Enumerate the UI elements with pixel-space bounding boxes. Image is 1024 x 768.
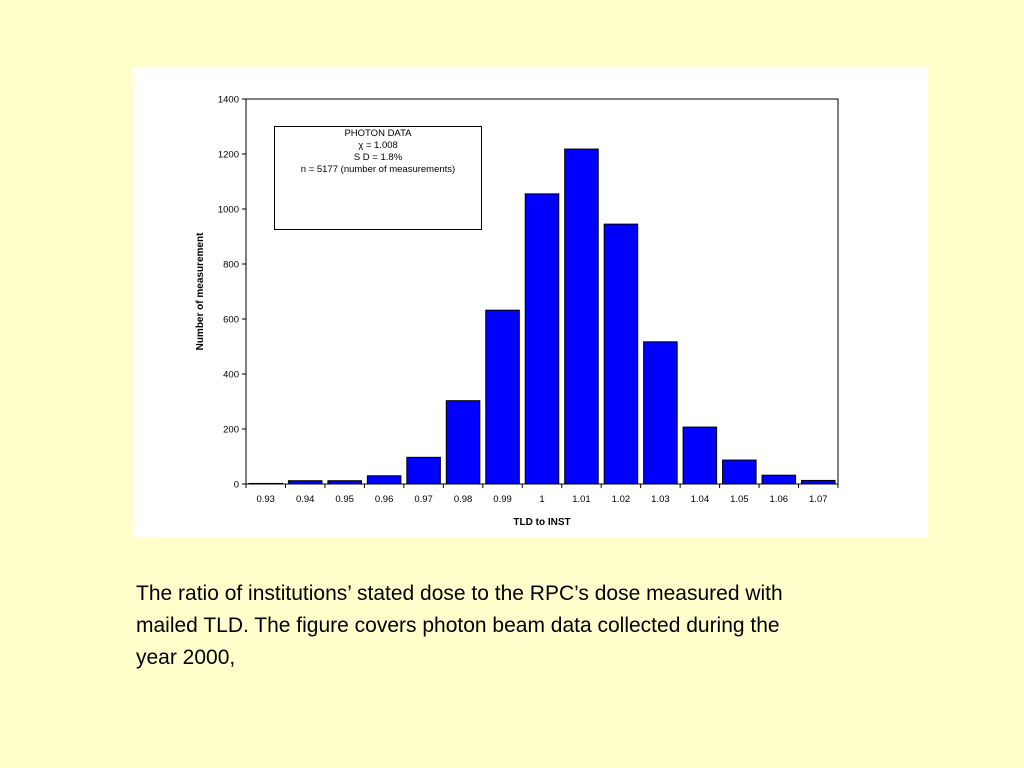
x-tick-label: 1.03 <box>651 494 670 505</box>
y-tick-label: 200 <box>223 425 239 436</box>
bar <box>485 309 520 485</box>
bar <box>445 400 481 485</box>
figure-caption: The ratio of institutions’ stated dose t… <box>136 578 936 674</box>
x-tick-label: 0.97 <box>414 494 433 505</box>
caption-line-2: mailed TLD. The figure covers photon bea… <box>136 614 780 637</box>
bar <box>564 148 599 485</box>
y-axis-label: Number of measurement <box>195 232 206 350</box>
x-tick-label: 1.06 <box>770 494 789 505</box>
bar <box>761 474 797 485</box>
x-tick-label: 1 <box>539 494 544 505</box>
bar <box>406 456 441 485</box>
x-tick-label: 1.04 <box>691 494 710 505</box>
annotation-line-4: n = 5177 (number of measurements) <box>300 164 456 175</box>
x-tick-label: 0.98 <box>454 494 473 505</box>
y-tick-label: 400 <box>223 370 239 381</box>
bar <box>603 223 639 485</box>
y-tick-label: 1200 <box>218 150 239 161</box>
bar-chart: 0 200 400 600 800 1000 1200 1400 0.93 0.94 0.95 0.9… <box>195 95 839 528</box>
bar <box>248 482 284 485</box>
annotation-line-1: PHOTON DATA <box>344 128 412 139</box>
y-tick-label: 1000 <box>218 205 239 216</box>
x-tick-label: 1.01 <box>572 494 591 505</box>
bar <box>800 479 836 485</box>
x-tick-label: 0.94 <box>296 494 315 505</box>
x-tick-label: 0.99 <box>493 494 512 505</box>
bar <box>643 341 678 485</box>
x-axis-label: TLD to INST <box>513 517 570 528</box>
x-tick-label: 0.95 <box>335 494 354 505</box>
x-tick-label: 1.07 <box>809 494 828 505</box>
y-tick-label: 1400 <box>218 95 239 106</box>
bar <box>327 480 362 485</box>
x-tick-label: 1.05 <box>730 494 749 505</box>
bar <box>722 459 757 485</box>
bar <box>366 475 402 485</box>
bar <box>682 426 718 485</box>
x-tick-label: 0.93 <box>256 494 275 505</box>
annotation-line-3: S D = 1.8% <box>353 152 403 163</box>
bar <box>287 480 323 485</box>
y-tick-label: 800 <box>223 260 239 271</box>
y-tick-label: 600 <box>223 315 239 326</box>
caption-line-3: year 2000, <box>136 646 236 669</box>
y-tick-label: 0 <box>234 480 239 491</box>
caption-line-1: The ratio of institutions’ stated dose t… <box>136 582 783 605</box>
annotation-box: PHOTON DATA χ = 1.008 S D = 1.8% n = 517… <box>274 126 482 230</box>
x-tick-label: 0.96 <box>375 494 394 505</box>
bar <box>524 193 560 485</box>
x-tick-label: 1.02 <box>612 494 631 505</box>
annotation-line-2: χ = 1.008 <box>358 140 398 151</box>
chart-panel: 0 200 400 600 800 1000 1200 1400 0.93 0.94 0.95 0.9… <box>133 67 928 537</box>
